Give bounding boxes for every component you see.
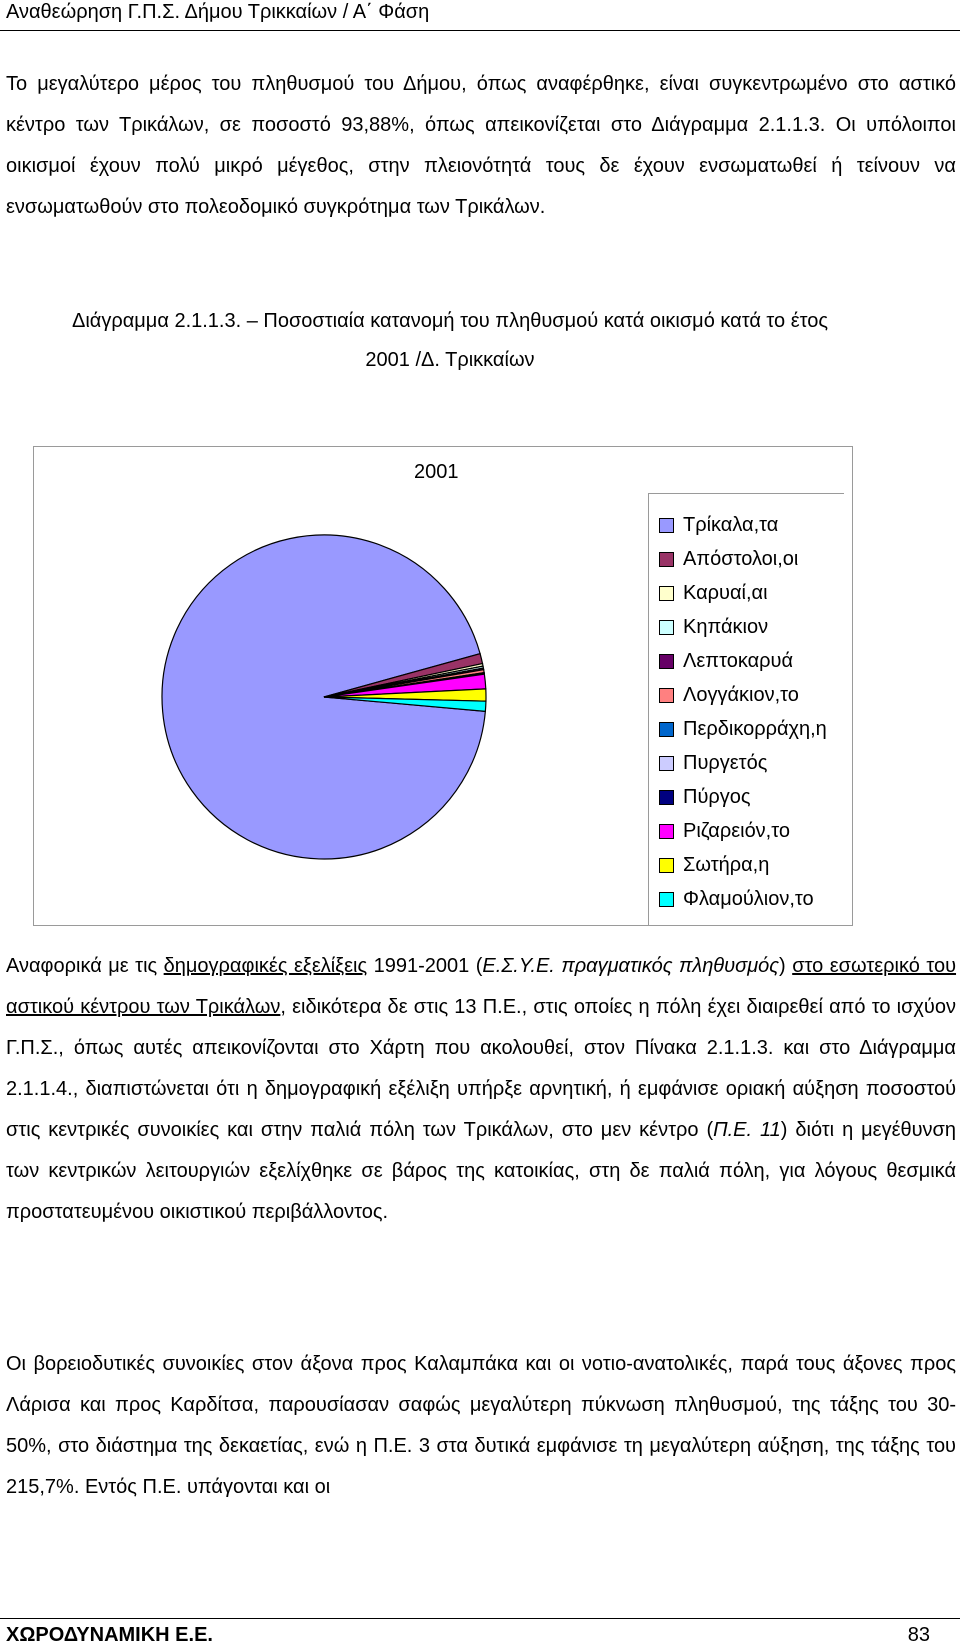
- legend-label: Φλαμούλιον,το: [683, 888, 814, 910]
- chart-legend: Τρίκαλα,τα Απόστολοι,οι Καρυαί,αι Κηπάκιον Λ…: [648, 493, 844, 925]
- legend-swatch: [659, 620, 674, 635]
- para2-text-2: 1991-2001 (: [367, 955, 483, 977]
- header-title: Αναθεώρηση Γ.Π.Σ. Δήμου Τρικκαίων / Α΄ Φ…: [6, 1, 430, 23]
- legend-swatch: [659, 688, 674, 703]
- paragraph-demographics: Αναφορικά με τις δημογραφικές εξελίξεις …: [6, 946, 956, 1233]
- para2-text-3: ): [779, 955, 793, 977]
- legend-swatch: [659, 824, 674, 839]
- paragraph-intro: Το μεγαλύτερο μέρος του πληθυσμού του Δή…: [6, 73, 956, 218]
- legend-swatch: [659, 654, 674, 669]
- legend-label: Πύργος: [683, 786, 751, 808]
- legend-label: Πυργετός: [683, 752, 768, 774]
- para2-italic-2: Π.Ε. 11: [713, 1119, 781, 1141]
- legend-label: Λογγάκιον,το: [683, 684, 799, 706]
- para2-text-5: ) διότι η μεγέθυνση των κεντρικών λειτου…: [6, 1119, 957, 1223]
- pie-slice-12: [323, 696, 487, 713]
- legend-swatch: [659, 586, 674, 601]
- legend-swatch: [659, 892, 674, 907]
- pie-chart: 2001 Τρίκαλα,τα Απόστολοι,οι Καρυαί,αι Κηπά…: [33, 446, 853, 926]
- legend-label: Σωτήρα,η: [683, 854, 770, 876]
- legend-label: Ριζαρειόν,το: [683, 820, 790, 842]
- page-number: 83: [907, 1624, 930, 1646]
- legend-swatch: [659, 552, 674, 567]
- page-header: Αναθεώρηση Γ.Π.Σ. Δήμου Τρικκαίων / Α΄ Φ…: [0, 0, 960, 34]
- para2-underline-1: δημογραφικές εξελίξεις: [163, 955, 368, 977]
- legend-swatch: [659, 756, 674, 771]
- legend-label: Λεπτοκαρυά: [683, 650, 794, 672]
- legend-swatch: [659, 790, 674, 805]
- para2-underline-2: στο εσωτερικό του αστικού κέντρου των Τρ…: [6, 955, 957, 1018]
- paragraph-neighbourhoods: Οι βορειοδυτικές συνοικίες στον άξονα πρ…: [6, 1353, 956, 1498]
- pie-slice-1: [161, 534, 487, 860]
- page-footer: ΧΩΡΟΔΥΝΑΜΙΚΗ Ε.Ε. 83: [0, 1618, 960, 1650]
- diagram-caption-line2: 2001 /Δ. Τρικκαίων: [365, 349, 535, 371]
- legend-label: Απόστολοι,οι: [683, 548, 799, 570]
- chart-title: 2001: [414, 461, 459, 483]
- legend-swatch: [659, 518, 674, 533]
- para2-text-4: , ειδικότερα δε στις 13 Π.Ε., στις οποίε…: [6, 996, 956, 1141]
- legend-label: Κηπάκιον: [683, 616, 769, 638]
- legend-label: Περδικορράχη,η: [683, 718, 827, 740]
- pie-svg: [161, 534, 487, 860]
- legend-swatch: [659, 722, 674, 737]
- para2-italic-1: Ε.Σ.Υ.Ε. πραγματικός πληθυσμός: [482, 955, 780, 977]
- footer-company: ΧΩΡΟΔΥΝΑΜΙΚΗ Ε.Ε.: [6, 1624, 213, 1646]
- diagram-caption-line1: Διάγραμμα 2.1.1.3. – Ποσοστιαία κατανομή…: [71, 310, 829, 332]
- legend-label: Καρυαί,αι: [683, 582, 768, 604]
- header-rule: [0, 30, 960, 31]
- para2-text-1: Αναφορικά με τις: [6, 955, 164, 977]
- legend-label: Τρίκαλα,τα: [683, 514, 779, 536]
- footer-rule: [0, 1618, 960, 1619]
- legend-swatch: [659, 858, 674, 873]
